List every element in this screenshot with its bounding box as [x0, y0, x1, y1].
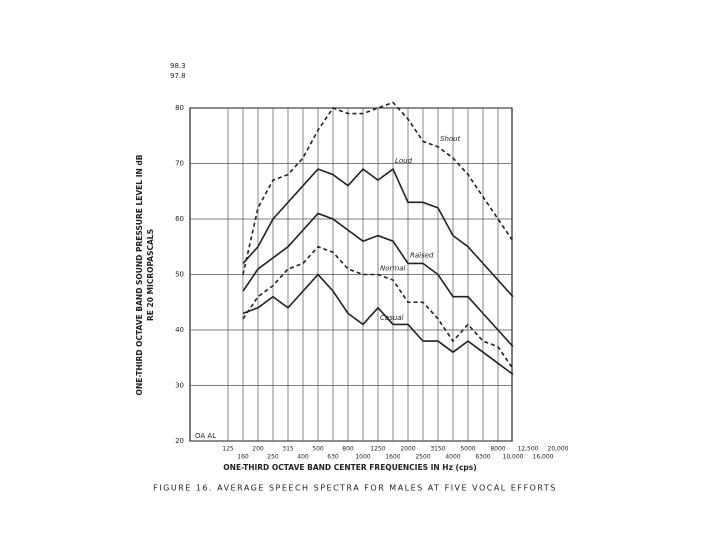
x-tick-label: 400 [297, 454, 309, 461]
x-tick-label: 1250 [370, 446, 385, 453]
x-tick-label: 1000 [355, 454, 370, 461]
x-tick-label: 800 [342, 446, 354, 453]
x-tick-label: 125 [222, 446, 234, 453]
x-tick-label: 500 [312, 446, 324, 453]
chart-title: FIGURE 16. AVERAGE SPEECH SPECTRA FOR MA… [153, 484, 557, 493]
y-axis-label: RE 20 MICROPASCALS [146, 229, 155, 321]
x-tick-label: 2500 [415, 454, 430, 461]
x-tick-label: 3150 [430, 446, 445, 453]
x-tick-label: 1600 [385, 454, 400, 461]
x-tick-label: 20,000 [548, 446, 569, 453]
x-axis-label: ONE-THIRD OCTAVE BAND CENTER FREQUENCIES… [223, 463, 476, 472]
y-tick-label: 20 [175, 437, 184, 445]
y-axis-label-group: ONE-THIRD OCTAVE BAND SOUND PRESSURE LEV… [135, 154, 155, 395]
y-tick-label: 60 [175, 215, 184, 223]
annotation: 98.3 [170, 62, 186, 70]
series-label: Shout [440, 135, 461, 143]
series-label: Loud [395, 157, 413, 165]
annotation: 97.8 [170, 72, 186, 80]
x-tick-label: 200 [252, 446, 264, 453]
y-tick-label: 50 [175, 271, 184, 279]
x-tick-label: 8000 [490, 446, 505, 453]
y-tick-label: 70 [175, 160, 184, 168]
x-tick-label: 160 [237, 454, 249, 461]
series-label: Raised [410, 251, 434, 259]
x-tick-label: 10,000 [503, 454, 524, 461]
annotation: OA AL [195, 432, 216, 440]
y-tick-label: 80 [175, 104, 184, 112]
series-line [242, 101, 514, 275]
x-tick-label: 4000 [445, 454, 460, 461]
series-label: Normal [380, 265, 406, 273]
x-tick-label: 16,000 [533, 454, 554, 461]
x-tick-label: 250 [267, 454, 279, 461]
x-tick-label: 315 [282, 446, 294, 453]
series-line [242, 167, 514, 298]
series-line [242, 245, 514, 370]
series-label: Casual [380, 314, 404, 322]
y-tick-label: 40 [175, 326, 184, 334]
series-line [242, 273, 514, 376]
y-tick-label: 30 [175, 382, 184, 390]
x-tick-label: 630 [327, 454, 339, 461]
x-tick-label: 12,500 [518, 446, 539, 453]
x-tick-label: 6300 [475, 454, 490, 461]
x-tick-label: 5000 [460, 446, 475, 453]
x-tick-label: 2000 [400, 446, 415, 453]
series-line [242, 212, 514, 348]
y-axis-label: ONE-THIRD OCTAVE BAND SOUND PRESSURE LEV… [135, 154, 144, 395]
